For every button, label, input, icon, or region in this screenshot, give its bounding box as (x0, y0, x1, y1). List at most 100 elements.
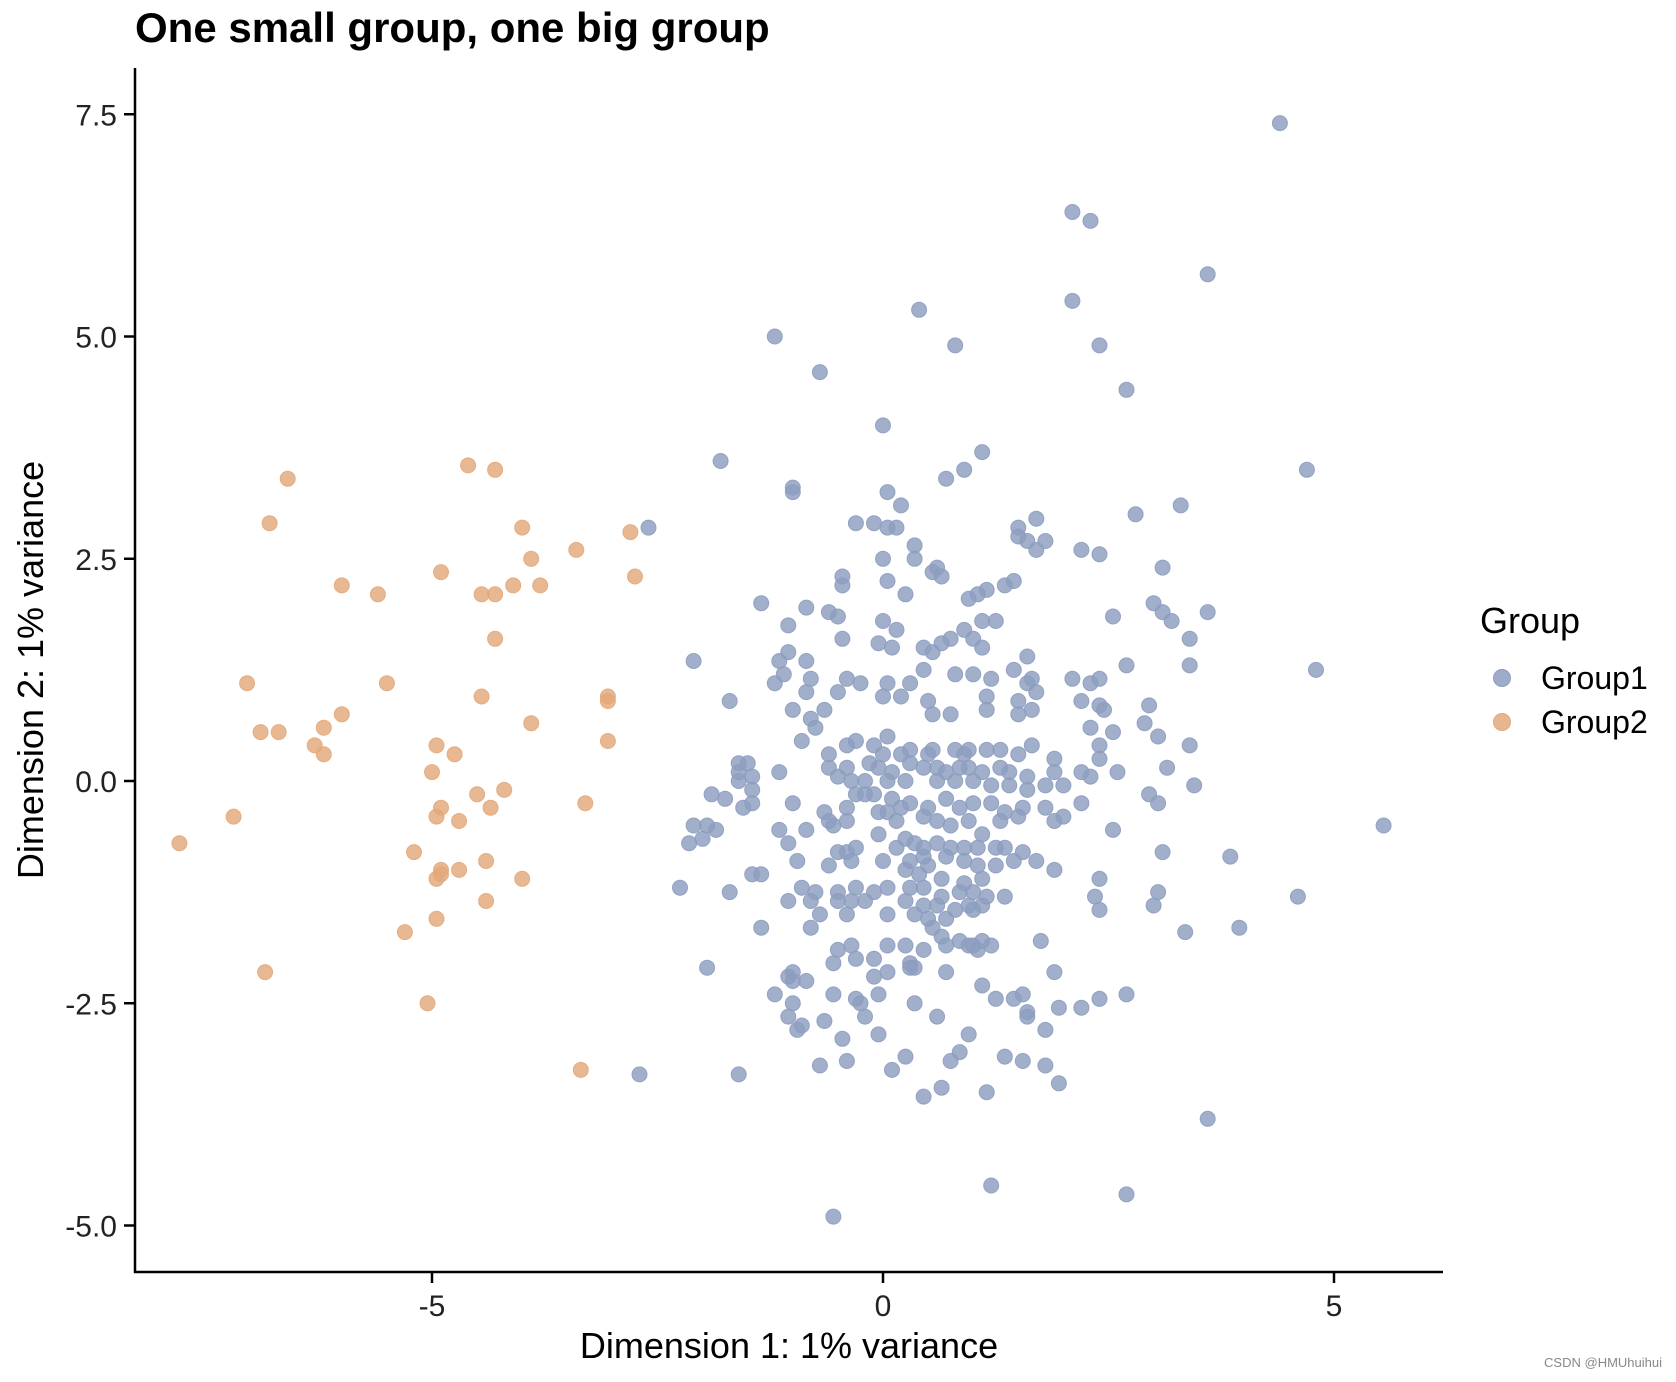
group1-point (978, 688, 995, 705)
group1-point (780, 835, 797, 852)
group2-point (568, 541, 585, 558)
group2-point (428, 870, 445, 887)
group1-point (866, 950, 882, 967)
group1-point (915, 808, 932, 825)
group1-point (866, 786, 882, 803)
legend-label-group2: Group2 (1541, 704, 1648, 740)
group1-point (852, 675, 869, 692)
group1-point (780, 893, 797, 909)
group1-point (875, 417, 891, 434)
group1-point (1105, 724, 1121, 741)
group1-point (784, 795, 801, 812)
group1-point (1105, 608, 1121, 625)
group1-point (870, 635, 887, 652)
group1-point (987, 857, 1004, 874)
group1-point (766, 986, 783, 1003)
group1-point (672, 879, 688, 896)
group1-point (1050, 999, 1067, 1016)
group1-point (771, 764, 788, 781)
y-axis-title: Dimension 2: 1% variance (10, 461, 51, 879)
legend-title: Group (1480, 600, 1580, 641)
group1-point (879, 906, 896, 923)
group2-point (270, 724, 287, 741)
group1-point (956, 853, 973, 869)
group1-point (978, 701, 995, 718)
group1-point (1087, 888, 1103, 905)
legend-label-group1: Group1 (1541, 660, 1648, 696)
group1-point (956, 746, 973, 763)
group2-point (424, 764, 440, 781)
group2-point (460, 457, 477, 474)
group1-point (1181, 657, 1198, 674)
group1-point (938, 790, 955, 807)
group1-point (915, 661, 932, 678)
group1-point (992, 741, 1009, 758)
group1-point (1037, 1021, 1054, 1038)
legend-swatch-group2 (1493, 713, 1511, 731)
group1-point (771, 821, 788, 838)
group2-point (406, 844, 422, 861)
group1-point (744, 795, 761, 812)
group2-point (252, 724, 269, 741)
group2-point (261, 515, 278, 532)
group1-point (902, 959, 919, 976)
group1-point (938, 937, 955, 954)
group1-point (983, 795, 1000, 812)
group2-point (333, 577, 350, 594)
group1-point (838, 1053, 855, 1069)
group1-point (1222, 848, 1239, 865)
group1-point (893, 688, 909, 705)
group1-point (1028, 510, 1045, 527)
group1-point (929, 813, 946, 829)
watermark-text: CSDN @HMUhuihui (1544, 1355, 1662, 1370)
group1-point (834, 630, 851, 647)
group1-point (965, 773, 982, 789)
group1-point (920, 693, 937, 709)
group1-point (1073, 693, 1090, 709)
group1-point (1064, 292, 1081, 309)
group1-point (906, 906, 923, 923)
group2-point (433, 564, 449, 581)
group1-point (1172, 497, 1189, 514)
group1-point (843, 893, 860, 909)
group1-point (911, 866, 928, 883)
group1-point (1186, 777, 1203, 794)
group1-point (974, 639, 991, 656)
group1-point (1032, 933, 1049, 949)
group1-point (938, 964, 955, 981)
group1-point (951, 1044, 968, 1061)
y-tick-label: 7.5 (75, 99, 117, 132)
group2-point (469, 786, 486, 803)
group1-point (996, 839, 1013, 856)
group1-point (879, 675, 896, 692)
group2-point (496, 781, 513, 798)
group2-point (428, 737, 445, 754)
group1-point (1046, 764, 1063, 781)
group1-point (1073, 795, 1090, 812)
group1-point (1014, 1053, 1031, 1069)
group1-point (1005, 853, 1022, 869)
group1-point (717, 790, 734, 807)
group1-point (721, 884, 738, 901)
group1-point (825, 986, 842, 1003)
group1-point (1091, 990, 1108, 1007)
group1-point (902, 675, 919, 692)
group1-point (829, 684, 846, 701)
group1-point (1181, 630, 1198, 647)
group1-point (1150, 795, 1167, 812)
group1-point (1118, 657, 1135, 674)
group1-point (820, 857, 837, 874)
group2-point (239, 675, 256, 692)
group1-point (915, 941, 932, 958)
group1-point (753, 866, 770, 883)
group2-point (451, 861, 468, 878)
group1-point (1118, 1186, 1135, 1203)
group2-point (396, 924, 413, 941)
group2-point (378, 675, 395, 692)
group1-point (1046, 750, 1063, 767)
group1-point (825, 955, 842, 972)
group1-point (1019, 781, 1036, 798)
group1-point (1118, 986, 1135, 1003)
group2-point (577, 795, 594, 812)
